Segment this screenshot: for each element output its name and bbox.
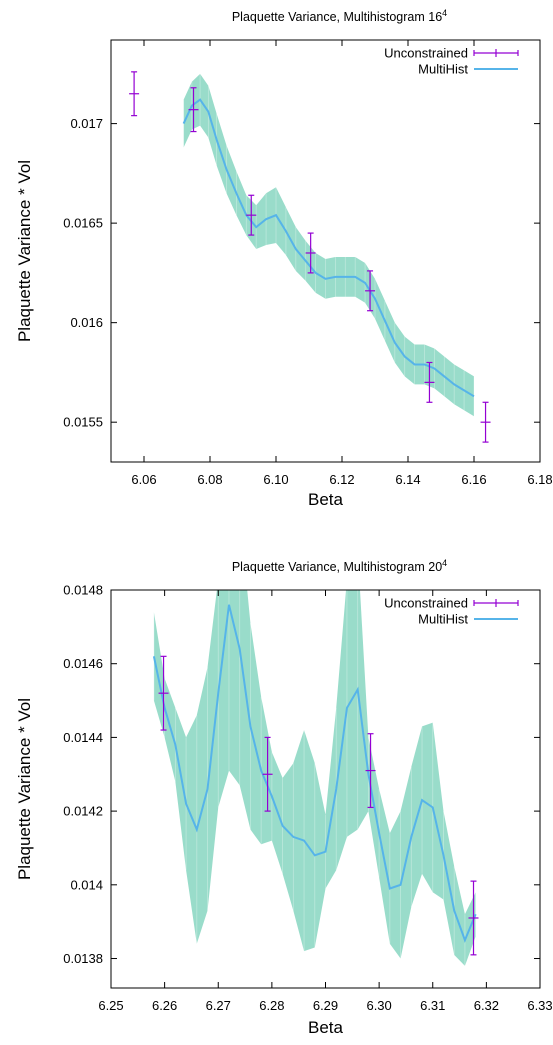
y-tick-label: 0.017 [70, 116, 103, 131]
x-tick-label: 6.33 [527, 998, 552, 1013]
x-tick-label: 6.30 [366, 998, 391, 1013]
x-axis-title: Beta [308, 1018, 344, 1037]
plot-data-layer [152, 590, 479, 966]
unconstrained-point-1 [158, 655, 169, 731]
y-tick-label: 0.0138 [63, 951, 103, 966]
y-tick-label: 0.0146 [63, 656, 103, 671]
unconstrained-point-7 [480, 401, 491, 443]
chart-title-superscript: 4 [442, 558, 447, 568]
legend-label-multihist: MultiHist [418, 62, 468, 77]
x-tick-label: 6.08 [197, 472, 222, 487]
multihist-line [182, 98, 475, 398]
y-tick-label: 0.0144 [63, 730, 103, 745]
x-tick-label: 6.18 [527, 472, 552, 487]
plot-data-layer [129, 71, 491, 443]
x-tick-label: 6.27 [206, 998, 231, 1013]
chart-title: Plaquette Variance, Multihistogram 164 [232, 8, 447, 24]
legend-label-multihist: MultiHist [418, 612, 468, 627]
x-tick-label: 6.26 [152, 998, 177, 1013]
x-tick-label: 6.29 [313, 998, 338, 1013]
y-tick-label: 0.0155 [63, 415, 103, 430]
unconstrained-point-3 [365, 733, 376, 809]
plot-frame [110, 39, 541, 463]
x-tick-label: 6.06 [131, 472, 156, 487]
x-tick-label: 6.25 [98, 998, 123, 1013]
unconstrained-point-5 [365, 270, 376, 312]
multihist-error-band [183, 73, 474, 417]
unconstrained-point-2 [262, 736, 273, 812]
chart-panel-2: Plaquette Variance, Multihistogram 204 6.… [15, 558, 553, 1037]
x-axis-title: Beta [308, 490, 344, 509]
y-axis-title: Plaquette Variance * Vol [15, 160, 34, 342]
y-tick-label: 0.016 [70, 315, 103, 330]
multihist-error-band [153, 590, 476, 966]
unconstrained-point-4 [468, 880, 479, 956]
unconstrained-point-3 [246, 194, 257, 236]
legend-label-unconstrained: Unconstrained [384, 596, 468, 611]
unconstrained-point-1 [129, 71, 140, 117]
y-tick-label: 0.014 [70, 877, 103, 892]
x-tick-label: 6.28 [259, 998, 284, 1013]
y-tick-label: 0.0148 [63, 583, 103, 598]
chart-title: Plaquette Variance, Multihistogram 204 [232, 558, 447, 574]
legend-label-unconstrained: Unconstrained [384, 46, 468, 61]
x-tick-label: 6.31 [420, 998, 445, 1013]
x-tick-label: 6.12 [329, 472, 354, 487]
chart-title-text: Plaquette Variance, Multihistogram 16 [232, 10, 442, 24]
y-tick-label: 0.0165 [63, 216, 103, 231]
multihist-line [152, 604, 477, 943]
y-axis-title: Plaquette Variance * Vol [15, 698, 34, 880]
x-tick-label: 6.32 [474, 998, 499, 1013]
chart-title-text: Plaquette Variance, Multihistogram 20 [232, 560, 442, 574]
chart-panel-1: Plaquette Variance, Multihistogram 164 6.… [15, 8, 553, 509]
chart-title-superscript: 4 [442, 8, 447, 18]
unconstrained-point-4 [305, 232, 316, 274]
y-tick-label: 0.0142 [63, 804, 103, 819]
unconstrained-point-6 [424, 361, 435, 403]
x-tick-label: 6.14 [395, 472, 420, 487]
x-tick-label: 6.16 [461, 472, 486, 487]
x-tick-label: 6.10 [263, 472, 288, 487]
unconstrained-point-2 [188, 87, 199, 133]
